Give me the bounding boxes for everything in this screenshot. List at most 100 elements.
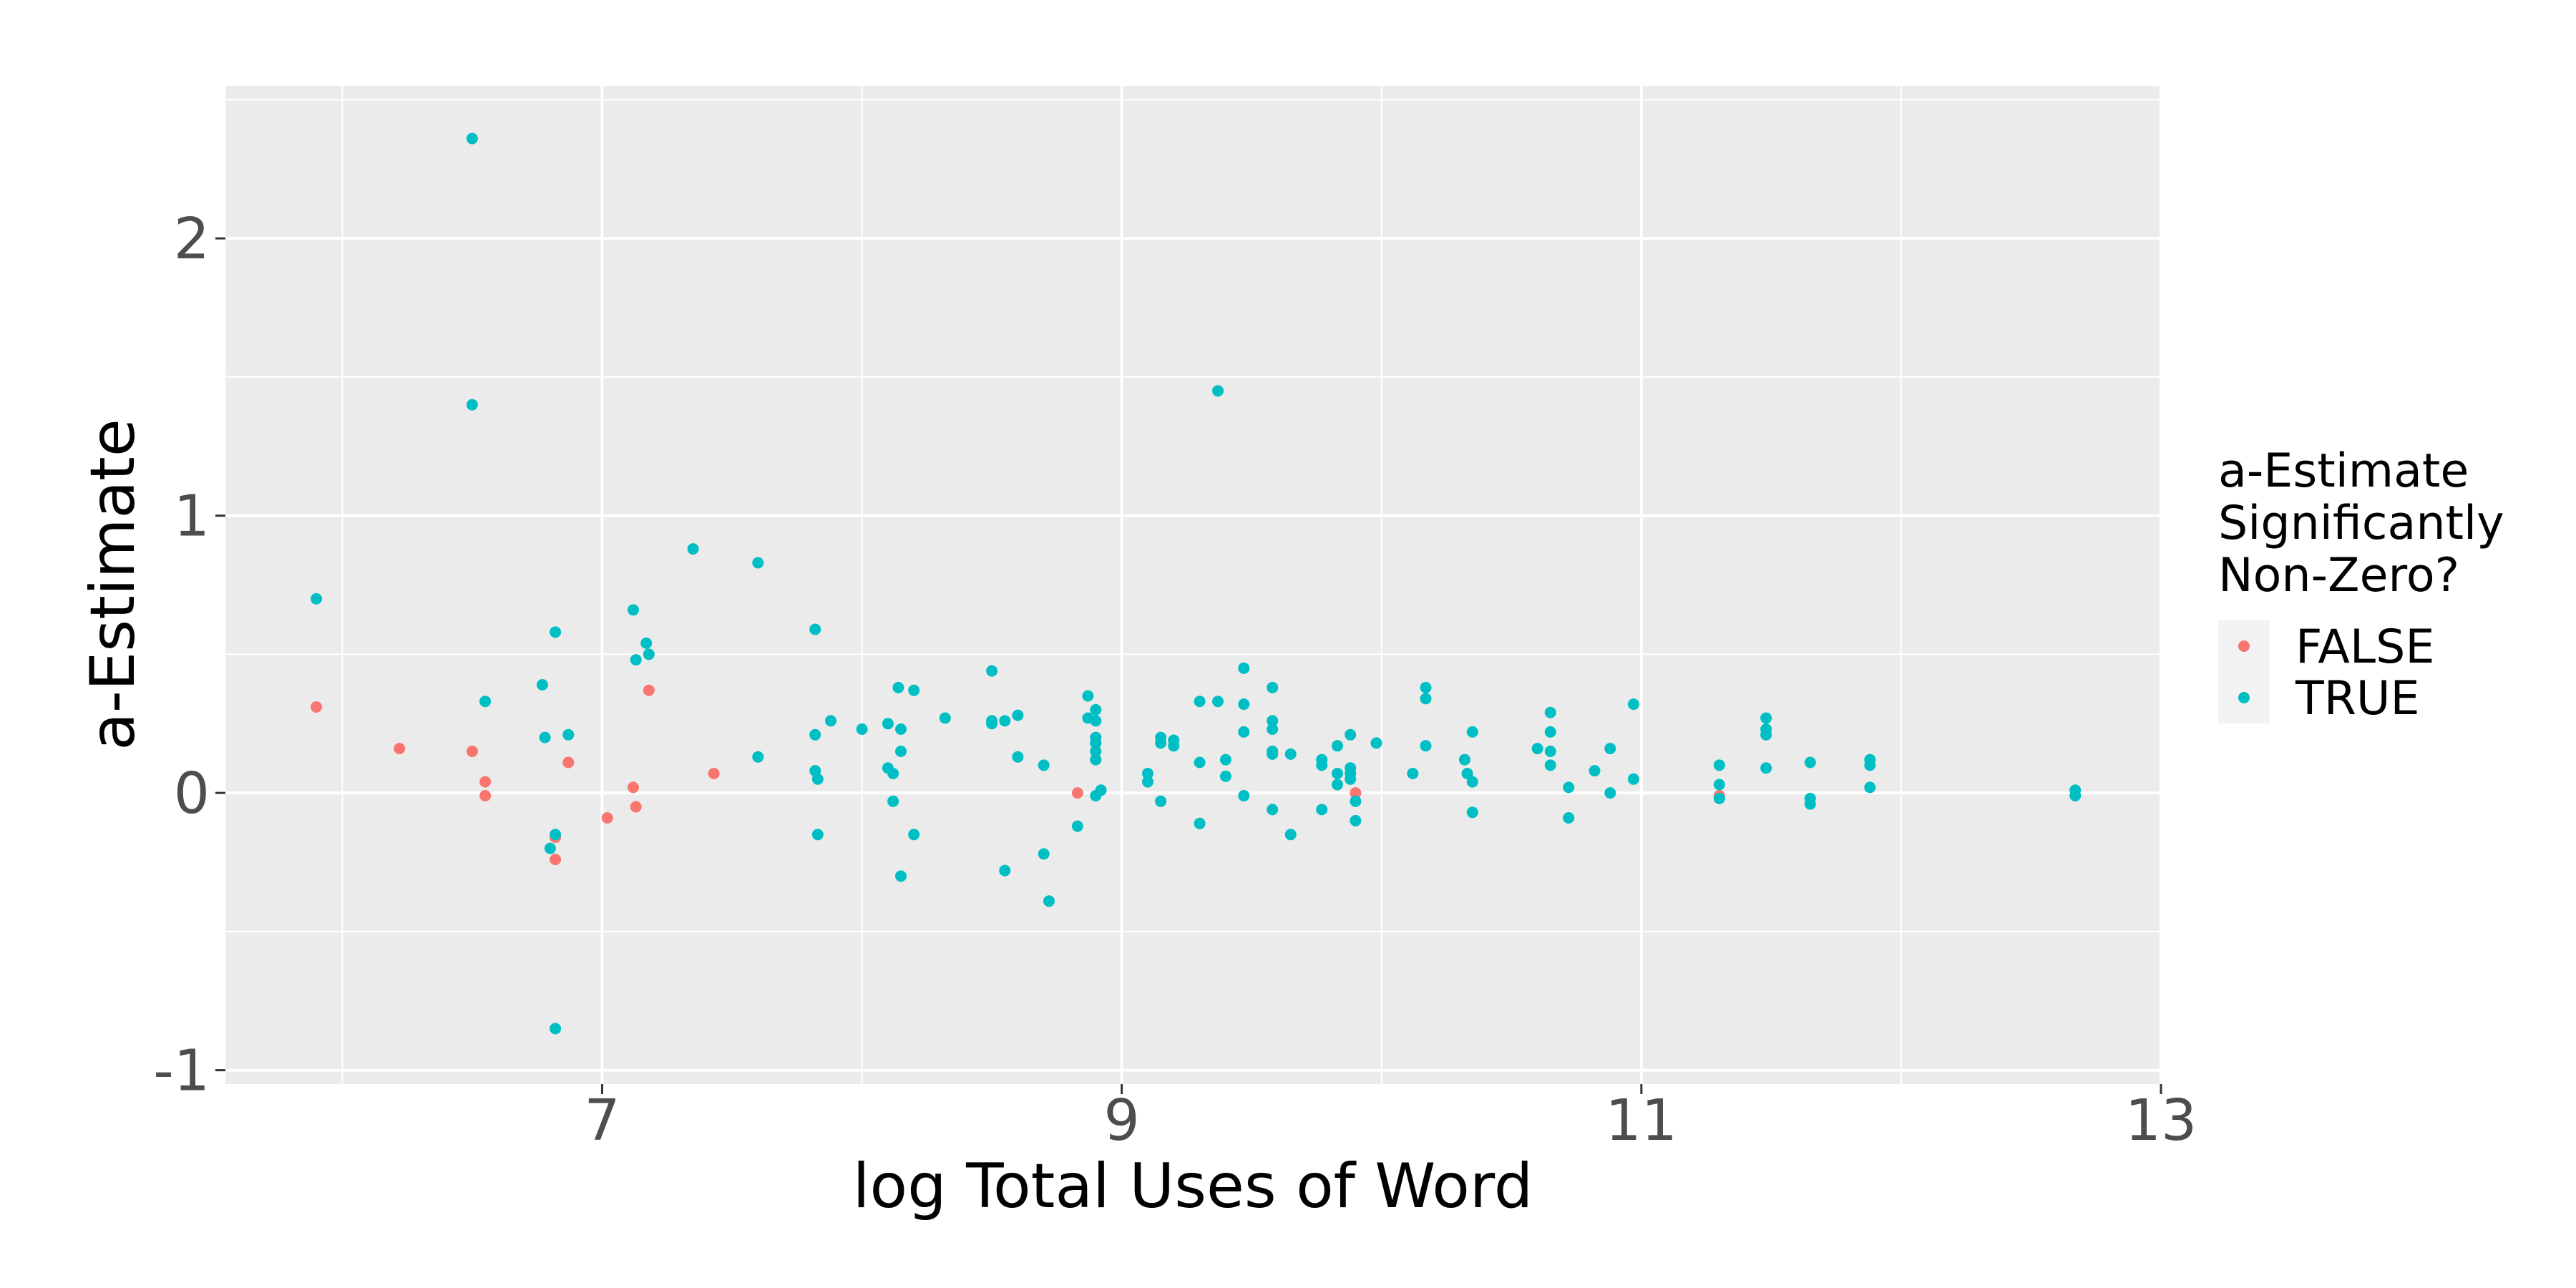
x-axis-title: log Total Uses of Word xyxy=(853,1151,1533,1222)
y-tick-label: 0 xyxy=(174,761,210,826)
data-point xyxy=(1345,728,1357,741)
data-point xyxy=(1238,662,1250,674)
data-point xyxy=(1544,759,1556,771)
data-point xyxy=(1284,748,1297,760)
data-points xyxy=(311,132,2082,1035)
x-tick-label: 9 xyxy=(1104,1088,1140,1153)
legend-title-line-2: Significantly xyxy=(2218,497,2504,550)
data-point xyxy=(1090,703,1102,716)
data-point xyxy=(1071,820,1083,832)
data-point xyxy=(1544,706,1556,718)
data-point xyxy=(1563,812,1575,824)
data-point xyxy=(311,592,323,605)
data-point xyxy=(640,637,653,649)
data-point xyxy=(908,829,920,841)
data-point xyxy=(708,768,720,779)
data-point xyxy=(466,132,478,145)
data-point xyxy=(537,679,548,691)
data-point xyxy=(628,781,639,794)
legend-key-false xyxy=(2238,640,2250,652)
data-point xyxy=(1155,795,1167,807)
data-point xyxy=(999,864,1011,877)
data-point xyxy=(1332,740,1343,752)
data-point xyxy=(895,870,907,882)
data-point xyxy=(1350,795,1362,807)
data-point xyxy=(1267,715,1279,727)
data-point xyxy=(1082,690,1094,702)
data-point xyxy=(1604,743,1616,755)
data-point xyxy=(892,681,904,693)
data-point xyxy=(1544,726,1556,738)
data-point xyxy=(1238,726,1250,738)
data-point xyxy=(1090,715,1102,727)
x-tick-label: 7 xyxy=(584,1088,620,1153)
data-point xyxy=(1466,776,1478,788)
data-point xyxy=(1713,759,1725,771)
legend: a-Estimate Significantly Non-Zero? FALSE… xyxy=(2218,444,2504,726)
data-point xyxy=(1563,781,1575,794)
data-point xyxy=(752,557,764,569)
data-point xyxy=(550,1023,562,1035)
data-point xyxy=(1142,768,1153,779)
data-point xyxy=(1466,726,1478,738)
data-point xyxy=(1194,756,1206,769)
data-point xyxy=(887,768,899,779)
data-point xyxy=(1038,848,1050,860)
data-point xyxy=(1284,829,1297,841)
data-point xyxy=(825,715,836,727)
data-point xyxy=(1194,696,1206,708)
data-point xyxy=(809,728,821,741)
data-point xyxy=(1316,759,1328,771)
data-point xyxy=(1212,385,1224,397)
data-point xyxy=(1012,751,1024,763)
data-point xyxy=(986,718,998,730)
data-point xyxy=(1804,756,1816,769)
axes: 7 9 11 13 -1 0 1 2 xyxy=(153,206,2197,1153)
data-point xyxy=(999,715,1011,727)
data-point xyxy=(394,743,406,755)
data-point xyxy=(1238,698,1250,711)
data-point xyxy=(466,399,478,411)
data-point xyxy=(1370,737,1382,749)
data-point xyxy=(1267,681,1279,693)
data-point xyxy=(1194,817,1206,829)
y-tick-label: -1 xyxy=(153,1038,210,1104)
data-point xyxy=(1350,787,1362,799)
data-point xyxy=(1332,779,1343,791)
data-point xyxy=(544,842,556,854)
series-true xyxy=(311,132,2082,1035)
legend-key-true xyxy=(2238,692,2250,703)
data-point xyxy=(550,854,562,866)
data-point xyxy=(1627,698,1639,711)
y-axis-title: a-Estimate xyxy=(77,419,149,751)
data-point xyxy=(1458,753,1470,766)
data-point xyxy=(1466,806,1478,819)
data-point xyxy=(550,626,562,638)
data-point xyxy=(908,684,920,696)
data-point xyxy=(643,648,655,660)
data-point xyxy=(1350,814,1362,826)
data-point xyxy=(1267,748,1279,760)
data-point xyxy=(1627,773,1639,785)
data-point xyxy=(687,543,699,555)
data-point xyxy=(887,795,899,807)
data-point xyxy=(1804,798,1816,810)
data-point xyxy=(1071,787,1083,799)
legend-title-line-3: Non-Zero? xyxy=(2218,549,2459,602)
plot-panel xyxy=(225,86,2161,1084)
data-point xyxy=(1420,740,1432,752)
data-point xyxy=(1090,746,1102,757)
data-point xyxy=(752,751,764,763)
data-point xyxy=(856,723,868,735)
data-point xyxy=(630,801,642,813)
data-point xyxy=(1095,784,1107,796)
data-point xyxy=(1168,740,1180,752)
data-point xyxy=(1461,768,1473,779)
data-point xyxy=(1713,792,1725,804)
data-point xyxy=(1267,804,1279,816)
legend-label-false: FALSE xyxy=(2296,620,2434,674)
data-point xyxy=(2069,790,2082,801)
major-grid xyxy=(225,86,2162,1084)
data-point xyxy=(1531,743,1543,755)
